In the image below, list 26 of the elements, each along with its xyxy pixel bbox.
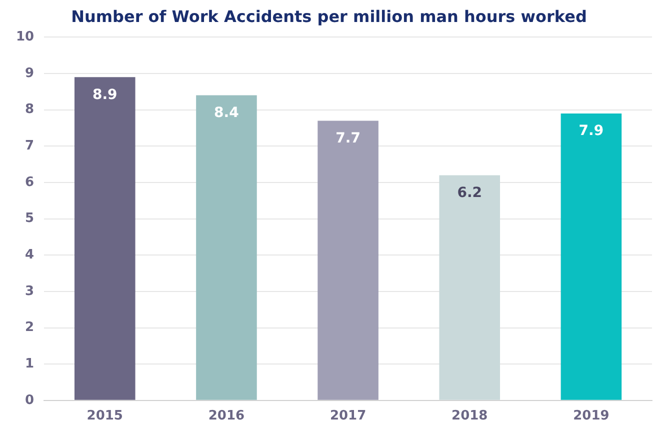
bar [196, 95, 257, 400]
y-tick-label: 1 [25, 356, 34, 372]
bar [318, 120, 378, 400]
data-label: 7.7 [336, 130, 360, 146]
chart-title: Number of Work Accidents per million man hours worked [71, 6, 587, 26]
data-label: 8.4 [214, 104, 240, 121]
y-tick-label: 2 [25, 320, 34, 336]
x-tick-label: 2019 [573, 408, 610, 424]
bar [560, 113, 622, 400]
y-tick-label: 9 [25, 66, 34, 81]
y-tick-label: 10 [16, 30, 34, 45]
data-label: 6.2 [457, 184, 482, 201]
y-tick-label: 3 [25, 284, 34, 299]
y-tick-label: 8 [25, 102, 34, 118]
y-tick-label: 4 [25, 247, 34, 262]
x-tick-label: 2015 [86, 408, 123, 424]
y-tick-label: 6 [25, 174, 34, 190]
y-tick-label: 7 [25, 138, 34, 154]
x-tick-label: 2016 [208, 408, 245, 424]
y-tick-label: 5 [25, 211, 34, 226]
bar [74, 77, 136, 400]
data-label: 7.9 [578, 123, 604, 140]
y-tick-label: 0 [25, 392, 34, 408]
data-label: 8.9 [92, 86, 118, 103]
x-tick-label: 2018 [452, 408, 488, 424]
x-tick-label: 2017 [330, 408, 366, 424]
